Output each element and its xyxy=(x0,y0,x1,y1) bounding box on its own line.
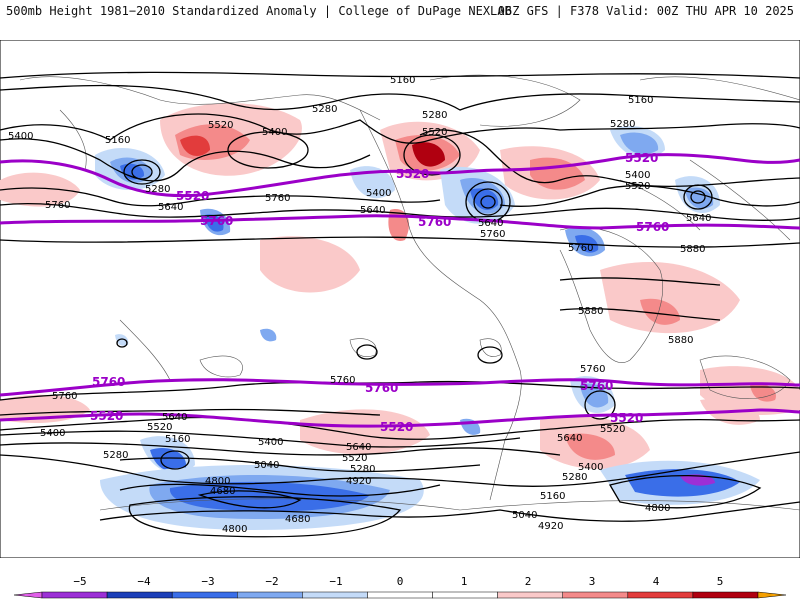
contour-label: 5280 xyxy=(312,104,337,115)
contour-label: 5400 xyxy=(625,170,650,181)
contour-label-5760: 5760 xyxy=(636,220,669,234)
map-title: 500mb Height 1981−2010 Standardized Anom… xyxy=(6,4,512,18)
colorbar-segment xyxy=(302,591,368,599)
contour-label: 5160 xyxy=(105,135,130,146)
contour-label: 5280 xyxy=(350,464,375,475)
colorbar-tick-label: 3 xyxy=(589,575,596,588)
colorbar-segment xyxy=(106,591,173,599)
contour-label: 5760 xyxy=(330,375,355,386)
contour-label: 5760 xyxy=(580,364,605,375)
contour-label: 4680 xyxy=(210,486,235,497)
anomaly-colorbar: −5 −4 −3 −2 −1 0 1 2 3 4 5 xyxy=(13,575,787,599)
contour-label: 5640 xyxy=(162,412,187,423)
colorbar-segment xyxy=(237,591,303,599)
contour-label: 5040 xyxy=(254,460,279,471)
colorbar-tick-label: −5 xyxy=(73,575,86,588)
colorbar-segment xyxy=(13,591,43,599)
contour-label: 5400 xyxy=(366,188,391,199)
contour-label: 5280 xyxy=(610,119,635,130)
colorbar-tick-label: 2 xyxy=(525,575,532,588)
colorbar-segment xyxy=(627,591,694,599)
height-contours xyxy=(0,71,800,538)
colorbar-segment xyxy=(757,591,787,599)
contour-label: 4920 xyxy=(538,521,563,532)
contour-label-5520: 5520 xyxy=(396,167,429,181)
contour-label: 5640 xyxy=(158,202,183,213)
colorbar-segment xyxy=(367,591,433,599)
contour-label: 5400 xyxy=(262,127,287,138)
contour-label-5520: 5520 xyxy=(90,409,123,423)
contour-label: 4800 xyxy=(645,503,670,514)
contour-label: 5520 xyxy=(147,422,172,433)
colorbar-tick-label: −1 xyxy=(329,575,342,588)
contour-label-5520: 5520 xyxy=(176,189,209,203)
contour-label: 5880 xyxy=(668,335,693,346)
contour-label: 5400 xyxy=(578,462,603,473)
contour-label: 5160 xyxy=(628,95,653,106)
coastlines xyxy=(19,74,800,511)
highlight-contour-labels: 5520 5520 5520 5760 5760 5760 5760 5760 … xyxy=(90,151,669,434)
contour-label-5760: 5760 xyxy=(418,215,451,229)
contour-label: 4680 xyxy=(285,514,310,525)
colorbar-segment xyxy=(171,591,238,599)
contour-label: 5520 xyxy=(422,127,447,138)
contour-label: 5640 xyxy=(478,218,503,229)
contour-label: 5160 xyxy=(390,75,415,86)
colorbar-segments xyxy=(13,591,787,599)
contour-label: 5640 xyxy=(686,213,711,224)
contour-label-5520: 5520 xyxy=(625,151,658,165)
anomaly-map: 5160 5280 5400 5520 5640 5760 5880 5160 … xyxy=(0,40,800,558)
colorbar-tick-label: −2 xyxy=(265,575,278,588)
colorbar-tick-label: 5 xyxy=(717,575,724,588)
contour-label-5760: 5760 xyxy=(92,375,125,389)
contour-label: 5760 xyxy=(480,229,505,240)
contour-label: 5640 xyxy=(557,433,582,444)
colorbar-segment xyxy=(562,591,629,599)
highlight-contours xyxy=(0,153,800,428)
contour-label-5760: 5760 xyxy=(365,381,398,395)
contour-label: 5880 xyxy=(680,244,705,255)
contour-label: 4800 xyxy=(205,476,230,487)
contour-label: 5760 xyxy=(52,391,77,402)
colorbar-segment xyxy=(41,591,108,599)
colorbar-tick-label: 0 xyxy=(397,575,404,588)
model-run-info: 06Z GFS | F378 Valid: 00Z THU APR 10 202… xyxy=(497,4,794,18)
colorbar-segment xyxy=(432,591,498,599)
contour-label: 5280 xyxy=(562,472,587,483)
contour-label: 5640 xyxy=(346,442,371,453)
colorbar-tick-label: 1 xyxy=(461,575,468,588)
contour-label: 5520 xyxy=(600,424,625,435)
contour-label: 5400 xyxy=(40,428,65,439)
contour-label-5520: 5520 xyxy=(610,411,643,425)
contour-label: 5880 xyxy=(578,306,603,317)
contour-label: 5760 xyxy=(45,200,70,211)
positive-anomaly-shading xyxy=(0,103,800,469)
contour-label: 5280 xyxy=(422,110,447,121)
contour-label: 5280 xyxy=(103,450,128,461)
colorbar-tick-label: 4 xyxy=(653,575,660,588)
contour-label: 4800 xyxy=(222,524,247,535)
contour-label: 5280 xyxy=(145,184,170,195)
contour-label: 5040 xyxy=(512,510,537,521)
contour-label: 5520 xyxy=(208,120,233,131)
contour-label: 5160 xyxy=(165,434,190,445)
contour-label: 4920 xyxy=(346,476,371,487)
contour-label: 5640 xyxy=(360,205,385,216)
contour-label: 5520 xyxy=(342,453,367,464)
contour-label: 5760 xyxy=(265,193,290,204)
contour-label-5760: 5760 xyxy=(580,379,613,393)
colorbar-segment xyxy=(692,591,759,599)
contour-label: 5400 xyxy=(8,131,33,142)
colorbar-tick-label: −3 xyxy=(201,575,214,588)
contour-label-5520: 5520 xyxy=(380,420,413,434)
contour-label: 5400 xyxy=(258,437,283,448)
colorbar-ticks: −5 −4 −3 −2 −1 0 1 2 3 4 5 xyxy=(73,575,723,588)
colorbar-tick-label: −4 xyxy=(137,575,151,588)
colorbar-segment xyxy=(497,591,563,599)
contour-label-5760: 5760 xyxy=(200,214,233,228)
contour-label: 5760 xyxy=(568,243,593,254)
contour-label: 5160 xyxy=(540,491,565,502)
contour-label: 5520 xyxy=(625,181,650,192)
height-contour-labels: 5160 5280 5400 5520 5640 5760 5880 5160 … xyxy=(8,75,711,535)
